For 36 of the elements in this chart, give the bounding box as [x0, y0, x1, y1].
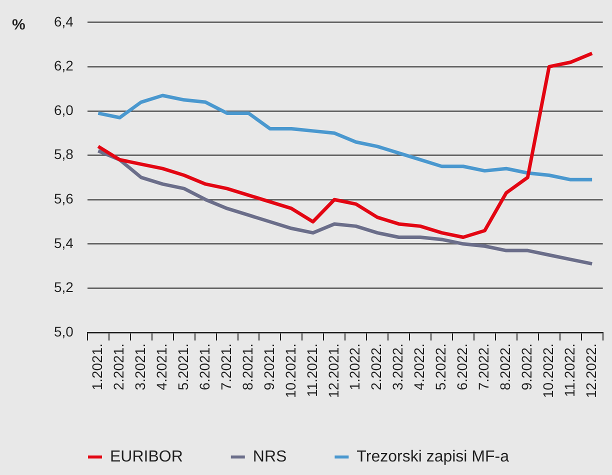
y-tick-label: 6,2	[54, 58, 74, 74]
x-tick-label: 7.2021.	[218, 344, 234, 390]
x-tick-label: 3.2021.	[132, 344, 148, 390]
x-tick-label: 10.2022.	[540, 344, 556, 398]
x-tick-label: 9.2022.	[518, 344, 535, 390]
x-tick-label: 10.2021.	[282, 344, 298, 398]
y-tick-label: 5,2	[54, 279, 74, 296]
x-tick-label: 2.2022.	[368, 344, 384, 390]
x-tick-label: 5.2021.	[174, 344, 191, 390]
x-tick-label: 5.2022.	[432, 344, 449, 390]
x-tick-label: 8.2021.	[239, 344, 256, 390]
x-tick-label: 6.2021.	[196, 344, 212, 390]
x-tick-label: 6.2022.	[454, 344, 470, 390]
x-tick-label: 12.2022.	[582, 344, 599, 398]
x-tick-label: 8.2022.	[497, 344, 514, 390]
x-tick-label: 4.2022.	[411, 344, 428, 390]
y-tick-label: 5,8	[54, 146, 74, 162]
x-tick-label: 3.2022.	[390, 344, 406, 390]
x-tick-label: 11.2022.	[561, 344, 578, 397]
legend-label: NRS	[252, 448, 287, 466]
x-tick-label: 4.2021.	[153, 344, 170, 390]
x-tick-label: 12.2021.	[325, 344, 342, 398]
y-tick-label: 5,6	[54, 190, 74, 206]
x-tick-label: 9.2021.	[260, 344, 277, 390]
y-tick-label: 6,0	[54, 102, 74, 118]
legend-label: Trezorski zapisi MF-a	[356, 448, 510, 466]
legend-label: EURIBOR	[110, 448, 183, 466]
y-tick-label: 6,4	[54, 13, 74, 30]
x-tick-label: 1.2022.	[346, 344, 363, 390]
x-tick-label: 11.2021.	[304, 344, 320, 397]
x-tick-label: 2.2021.	[110, 344, 127, 390]
y-tick-label: 5,0	[54, 323, 74, 340]
x-tick-label: 1.2021.	[89, 344, 106, 390]
y-axis-title: %	[12, 16, 26, 34]
y-tick-label: 5,4	[54, 234, 74, 251]
x-tick-label: 7.2022.	[476, 344, 492, 390]
